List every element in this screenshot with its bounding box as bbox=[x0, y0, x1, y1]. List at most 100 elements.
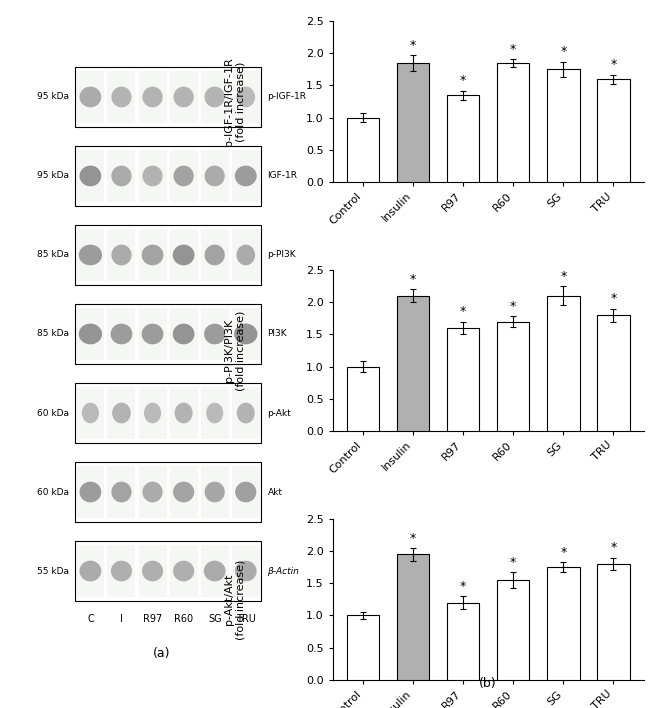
Bar bbox=[201, 229, 229, 281]
Text: *: * bbox=[460, 580, 466, 593]
Bar bbox=[77, 387, 105, 440]
Bar bbox=[447, 95, 479, 182]
Ellipse shape bbox=[206, 403, 223, 423]
Ellipse shape bbox=[235, 481, 256, 503]
Text: R97: R97 bbox=[143, 614, 162, 624]
Text: *: * bbox=[460, 74, 466, 87]
Bar bbox=[107, 149, 135, 202]
Bar bbox=[107, 466, 135, 518]
Bar bbox=[201, 308, 229, 360]
Text: *: * bbox=[560, 45, 566, 59]
Text: *: * bbox=[560, 546, 566, 559]
Bar bbox=[77, 229, 105, 281]
Text: p-Akt: p-Akt bbox=[268, 409, 291, 418]
Text: *: * bbox=[410, 39, 416, 52]
Ellipse shape bbox=[142, 86, 162, 108]
Bar bbox=[232, 544, 260, 598]
Bar bbox=[138, 387, 166, 440]
Ellipse shape bbox=[173, 481, 194, 503]
Ellipse shape bbox=[142, 481, 162, 503]
Ellipse shape bbox=[205, 166, 225, 186]
Text: *: * bbox=[410, 532, 416, 544]
Ellipse shape bbox=[142, 561, 163, 581]
Bar bbox=[138, 229, 166, 281]
Bar bbox=[447, 328, 479, 430]
Bar bbox=[232, 308, 260, 360]
Bar bbox=[138, 544, 166, 598]
Ellipse shape bbox=[111, 166, 131, 186]
Ellipse shape bbox=[235, 166, 257, 186]
Ellipse shape bbox=[175, 403, 192, 423]
Text: (b): (b) bbox=[478, 678, 497, 690]
Bar bbox=[170, 466, 198, 518]
Bar bbox=[497, 580, 530, 680]
Ellipse shape bbox=[235, 561, 257, 581]
Bar bbox=[232, 466, 260, 518]
Ellipse shape bbox=[204, 561, 226, 581]
Bar bbox=[232, 149, 260, 202]
Text: (a): (a) bbox=[153, 647, 170, 660]
Bar bbox=[597, 315, 630, 430]
Bar bbox=[107, 387, 135, 440]
Ellipse shape bbox=[82, 403, 99, 423]
Ellipse shape bbox=[112, 403, 131, 423]
Ellipse shape bbox=[173, 561, 194, 581]
Bar bbox=[75, 225, 261, 285]
Ellipse shape bbox=[144, 403, 161, 423]
Ellipse shape bbox=[142, 245, 163, 266]
Bar bbox=[201, 149, 229, 202]
Text: IGF-1R: IGF-1R bbox=[268, 171, 298, 181]
Bar bbox=[232, 229, 260, 281]
Text: *: * bbox=[510, 556, 516, 569]
Ellipse shape bbox=[174, 86, 194, 108]
Text: C: C bbox=[87, 614, 94, 624]
Text: 85 kDa: 85 kDa bbox=[36, 329, 69, 338]
Text: I: I bbox=[120, 614, 123, 624]
Ellipse shape bbox=[237, 86, 255, 108]
Bar bbox=[201, 466, 229, 518]
Ellipse shape bbox=[79, 245, 102, 266]
Ellipse shape bbox=[111, 86, 131, 108]
Bar bbox=[75, 304, 261, 364]
Bar bbox=[201, 71, 229, 123]
Text: 85 kDa: 85 kDa bbox=[36, 251, 69, 260]
Bar bbox=[170, 229, 198, 281]
Ellipse shape bbox=[205, 245, 225, 266]
Y-axis label: p-Akt/Akt
(fold increase): p-Akt/Akt (fold increase) bbox=[224, 559, 246, 639]
Text: Akt: Akt bbox=[268, 488, 283, 496]
Bar bbox=[547, 69, 580, 182]
Bar bbox=[75, 542, 261, 600]
Bar bbox=[346, 118, 379, 182]
Bar bbox=[547, 296, 580, 430]
Bar bbox=[77, 466, 105, 518]
Bar bbox=[138, 466, 166, 518]
Bar bbox=[138, 308, 166, 360]
Ellipse shape bbox=[111, 481, 131, 503]
Bar bbox=[77, 308, 105, 360]
Ellipse shape bbox=[234, 324, 257, 344]
Bar bbox=[232, 387, 260, 440]
Bar bbox=[497, 321, 530, 430]
Bar bbox=[396, 63, 429, 182]
Ellipse shape bbox=[111, 245, 131, 266]
Text: SG: SG bbox=[208, 614, 222, 624]
Ellipse shape bbox=[174, 166, 194, 186]
Bar bbox=[77, 71, 105, 123]
Bar bbox=[346, 615, 379, 680]
Bar bbox=[75, 384, 261, 442]
Bar bbox=[107, 229, 135, 281]
Bar bbox=[497, 63, 530, 182]
Bar bbox=[597, 564, 630, 680]
Text: *: * bbox=[610, 292, 617, 305]
Bar bbox=[447, 603, 479, 680]
Ellipse shape bbox=[205, 481, 225, 503]
Ellipse shape bbox=[173, 324, 194, 344]
Bar bbox=[201, 544, 229, 598]
Text: *: * bbox=[410, 273, 416, 286]
Bar bbox=[77, 149, 105, 202]
Ellipse shape bbox=[111, 561, 132, 581]
Text: p-PI3K: p-PI3K bbox=[268, 251, 296, 260]
Bar bbox=[138, 71, 166, 123]
Text: 95 kDa: 95 kDa bbox=[36, 93, 69, 101]
Bar bbox=[107, 308, 135, 360]
